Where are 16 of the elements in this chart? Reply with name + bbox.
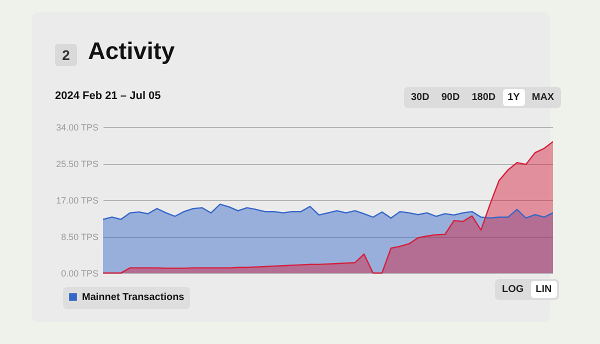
text: 180D	[470, 91, 497, 105]
chart-title: Activity	[88, 38, 175, 66]
chart-subtitle: 2024 Feb 21 – Jul 05	[55, 90, 161, 102]
y-tick-label: 25.50 TPS	[56, 159, 98, 169]
text: 2	[55, 44, 77, 66]
text: LOG	[501, 283, 525, 297]
text: MAX	[530, 91, 556, 105]
text: LIN	[530, 281, 557, 298]
y-tick-label: 8.50 TPS	[61, 232, 98, 242]
text: 1Y	[502, 89, 525, 106]
y-tick-label: 0.00 TPS	[61, 268, 98, 278]
legend-label: Mainnet Transactions	[82, 292, 185, 303]
y-tick-label: 34.00 TPS	[56, 122, 98, 132]
text: 30D	[410, 91, 430, 105]
text: 90D	[440, 91, 461, 105]
y-tick-label: 17.00 TPS	[56, 196, 98, 206]
